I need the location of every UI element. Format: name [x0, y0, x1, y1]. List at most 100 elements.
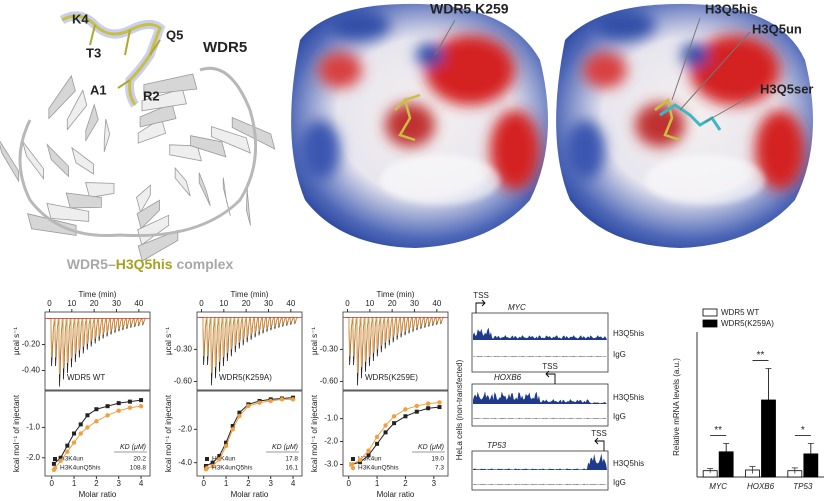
data-point: [279, 397, 285, 402]
track-label: IgG: [613, 350, 626, 359]
data-point: [237, 413, 242, 419]
kd-value: 16.1: [285, 465, 298, 472]
raw-tick-label: -0.20: [22, 340, 41, 349]
time-tick-label: 40: [134, 299, 143, 308]
x-tick-label: TP53: [793, 482, 813, 491]
residue-label: K4: [72, 11, 89, 26]
track-label: H3Q5his: [613, 329, 644, 338]
data-point: [237, 410, 242, 415]
y-axis-label: kcal mol⁻¹ of injectant: [164, 394, 173, 472]
data-point: [437, 400, 442, 405]
panel-title: WDR5 WT: [67, 373, 105, 382]
legend-label: WDR5(K259A): [721, 319, 774, 328]
gene-label: HOXB6: [494, 373, 522, 382]
beta-strand: [198, 172, 211, 207]
track-label: H3Q5his: [613, 393, 644, 402]
beta-strand: [190, 135, 227, 158]
tss-arrow: [545, 370, 556, 384]
legend-label: H3K4un: [358, 456, 382, 463]
time-tick-label: 0: [47, 299, 52, 308]
data-point: [426, 406, 431, 411]
data-point: [94, 419, 99, 424]
data-point: [230, 424, 235, 428]
beta-strand: [210, 126, 251, 154]
y-tick-label: -4.0: [178, 458, 192, 467]
time-tick-label: 20: [90, 299, 99, 308]
beta-strand: [174, 166, 191, 197]
data-point: [403, 414, 408, 419]
leader-line: [671, 17, 759, 123]
data-point: [437, 405, 442, 410]
beta-strand: [141, 88, 187, 112]
x-axis-label: Molar ratio: [79, 490, 117, 499]
kd-value: 20.2: [133, 456, 146, 463]
beta-strand: [71, 146, 94, 175]
data-point: [139, 398, 144, 403]
signal-track: [473, 453, 607, 470]
plot-frame: [196, 390, 303, 477]
data-point: [268, 398, 273, 404]
protein-label: WDR5: [203, 39, 247, 56]
legend-title: KD (μM): [418, 444, 444, 451]
legend-label: WDR5 WT: [721, 308, 759, 317]
data-point: [138, 403, 144, 409]
data-point: [65, 443, 70, 448]
y-axis-label: Relative mRNA levels (a.u.): [672, 358, 681, 456]
data-point: [105, 404, 110, 409]
data-point: [116, 401, 121, 406]
plot-frame: [44, 311, 151, 391]
significance: **: [714, 425, 722, 436]
x-tick-label: 3: [432, 479, 437, 488]
x-tick-label: 2: [94, 479, 99, 488]
time-tick-label: 10: [219, 299, 228, 308]
data-point: [366, 453, 371, 458]
x-tick-label: HOXB6: [747, 482, 775, 491]
data-point: [257, 400, 262, 405]
gene-label: TP53: [487, 441, 507, 450]
beta-strand: [48, 74, 76, 120]
surface-label: H3Q5ser: [760, 81, 813, 96]
x-tick-label: MYC: [709, 482, 727, 491]
legend-swatch: [702, 308, 718, 317]
data-point: [414, 403, 419, 409]
data-point: [65, 449, 70, 454]
beta-strand: [137, 229, 179, 262]
data-point: [210, 460, 215, 465]
signal-track: [473, 355, 607, 357]
data-point: [203, 464, 208, 468]
track-box: [471, 383, 609, 427]
x-tick-label: 0: [346, 479, 351, 488]
kd-value: 7.3: [435, 465, 444, 472]
x-tick-label: 4: [139, 479, 144, 488]
data-point: [85, 425, 90, 430]
time-tick-label: 20: [242, 299, 251, 308]
legend-marker: [53, 457, 57, 461]
data-point: [230, 427, 235, 432]
data-point: [127, 399, 132, 404]
raw-tick-label: -0.30: [174, 345, 193, 354]
data-point: [290, 397, 296, 402]
legend-label: H3K4un: [212, 456, 236, 463]
y-axis-label: kcal mol⁻¹ of injectant: [12, 394, 21, 472]
time-axis-label: Time (min): [377, 290, 415, 299]
time-axis-label: Time (min): [231, 290, 269, 299]
data-point: [358, 460, 363, 465]
beta-strand: [103, 119, 111, 152]
time-tick-label: 0: [345, 299, 350, 308]
x-axis-label: Molar ratio: [377, 490, 415, 499]
ribbon-structure: [0, 67, 276, 262]
raw-axis-label: μcal s⁻¹: [164, 327, 173, 355]
fit-line: [351, 406, 440, 465]
surface-k259: [291, 3, 548, 249]
beta-strand: [169, 144, 202, 162]
data-point: [71, 440, 77, 445]
data-point: [414, 409, 419, 414]
y-axis-label: kcal mol⁻¹ of injectant: [310, 394, 319, 472]
y-tick-label: -2.0: [178, 424, 192, 433]
panel-title: WDR5(K259E): [365, 373, 418, 382]
track-box: [471, 450, 609, 491]
tss-label: TSS: [542, 362, 558, 371]
x-tick-label: 4: [291, 479, 296, 488]
raw-tick-label: -0.30: [320, 345, 339, 354]
